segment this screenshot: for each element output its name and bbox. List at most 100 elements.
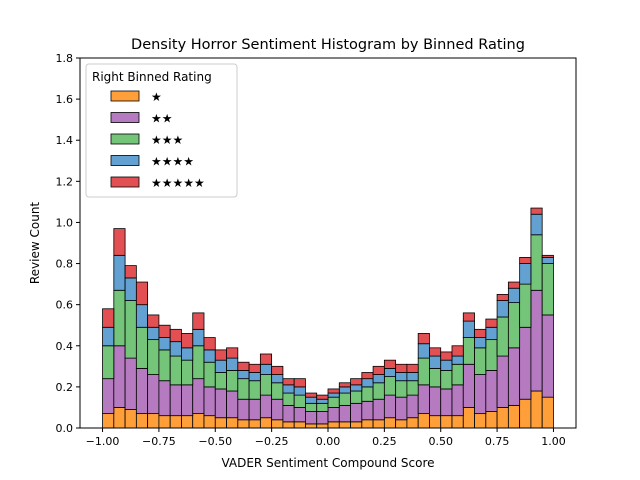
bar-segment xyxy=(338,386,351,394)
bar-segment xyxy=(169,384,182,417)
bar-segment xyxy=(350,421,363,429)
bar-segment xyxy=(316,423,329,429)
bar-segment xyxy=(338,421,351,429)
bar-segment xyxy=(259,374,273,396)
y-tick-label: 0.2 xyxy=(56,381,74,394)
bar-segment xyxy=(507,281,521,289)
bar-segment xyxy=(417,357,430,386)
bar-segment xyxy=(169,355,182,386)
legend-label: ★★ xyxy=(151,112,173,126)
bar-segment xyxy=(271,382,284,400)
bar-segment xyxy=(293,394,306,408)
bar-segment xyxy=(158,380,171,417)
bar-segment xyxy=(417,384,430,415)
bar-segment xyxy=(406,417,419,429)
bar-segment xyxy=(147,374,160,415)
bar-segment xyxy=(192,378,205,415)
bar-segment xyxy=(440,388,453,417)
bar-segment xyxy=(305,411,318,425)
bar-segment xyxy=(305,402,318,412)
bar-segment xyxy=(192,413,205,429)
bar-segment xyxy=(237,419,250,429)
bar-segment xyxy=(282,378,295,386)
bar-segment xyxy=(226,347,239,359)
bar-segment xyxy=(226,390,239,419)
bar-segment xyxy=(226,370,239,392)
bar-segment xyxy=(474,413,487,429)
bar-segment xyxy=(451,345,464,357)
bar-segment xyxy=(181,415,194,429)
legend-swatch xyxy=(110,133,140,145)
legend-items: ★★★★★★★★★★★★★★★ xyxy=(110,90,205,190)
bar-segment xyxy=(350,384,363,392)
bar-segment xyxy=(124,357,137,410)
bar-segment xyxy=(147,326,160,341)
legend-label: ★★★★★ xyxy=(151,176,205,190)
bar-segment xyxy=(429,386,442,417)
bar-segment xyxy=(474,374,487,415)
bar-segment xyxy=(496,300,509,318)
bar-segment xyxy=(383,359,397,369)
bar-segment xyxy=(451,384,464,417)
bar-segment xyxy=(451,415,464,429)
bar-segment xyxy=(327,396,340,408)
bar-segment xyxy=(395,396,408,421)
bar-segment xyxy=(147,314,160,328)
bar-segment xyxy=(541,256,554,264)
bar-segment xyxy=(169,328,182,343)
bar-segment xyxy=(293,386,306,396)
bar-segment xyxy=(496,316,509,357)
bar-segment xyxy=(519,263,532,285)
bar-segment xyxy=(383,417,397,429)
bar-segment xyxy=(102,326,115,347)
bar-segment xyxy=(181,359,194,386)
bar-segment xyxy=(485,411,498,429)
bar-segment xyxy=(541,314,554,398)
bar-segment xyxy=(135,281,149,306)
bar-segment xyxy=(124,409,137,429)
bar-segment xyxy=(406,394,419,419)
bar-segment xyxy=(226,417,239,429)
bar-segment xyxy=(350,378,363,386)
bar-segment xyxy=(350,402,363,423)
bar-segment xyxy=(293,378,306,388)
bar-segment xyxy=(417,343,430,359)
bar-segment xyxy=(147,413,160,429)
bar-segment xyxy=(496,355,509,408)
bar-segment xyxy=(541,396,554,429)
bar-segment xyxy=(395,363,408,373)
bar-segment xyxy=(406,363,419,373)
x-tick-label: 0.50 xyxy=(428,435,453,448)
bar-segment xyxy=(519,398,532,429)
bar-segment xyxy=(113,407,126,429)
bar-segment xyxy=(192,312,205,330)
x-tick-label: −0.75 xyxy=(142,435,176,448)
bar-segment xyxy=(530,213,543,236)
bar-segment xyxy=(248,372,261,382)
bar-segment xyxy=(169,415,182,429)
legend: Right Binned Rating ★★★★★★★★★★★★★★★ xyxy=(85,63,238,198)
bar-segment xyxy=(135,367,149,415)
bar-segment xyxy=(372,382,385,400)
bar-segment xyxy=(113,289,126,347)
bar-segment xyxy=(462,337,475,365)
x-tick-label: 0.75 xyxy=(485,435,510,448)
bar-segment xyxy=(192,328,205,347)
bar-segment xyxy=(237,378,250,400)
y-tick-label: 0.0 xyxy=(56,422,74,435)
bar-segment xyxy=(237,370,250,380)
bar-segment xyxy=(102,413,115,429)
bar-segment xyxy=(507,287,521,304)
bar-segment xyxy=(316,402,329,412)
bar-segment xyxy=(383,394,397,419)
bar-segment xyxy=(361,378,374,388)
bar-segment xyxy=(361,419,374,429)
bar-segment xyxy=(338,382,351,388)
bar-segment xyxy=(282,384,295,394)
bar-segment xyxy=(214,359,227,373)
legend-swatch xyxy=(110,112,140,123)
bar-segment xyxy=(338,392,351,406)
bar-segment xyxy=(316,394,329,400)
bar-segment xyxy=(485,318,498,328)
bar-segment xyxy=(214,349,227,361)
